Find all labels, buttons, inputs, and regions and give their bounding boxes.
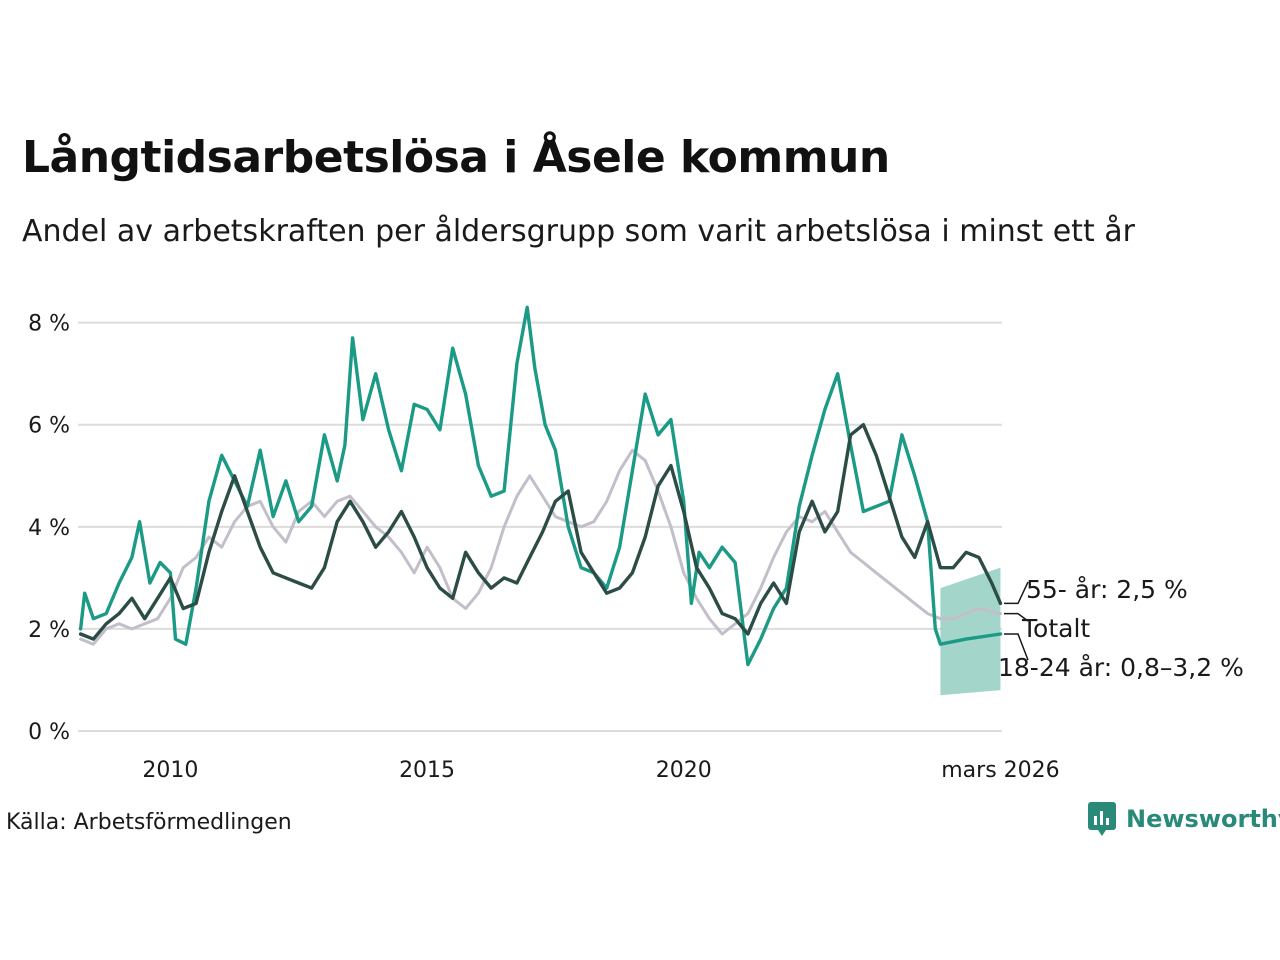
series-label-layer: 55- år: 2,5 % Totalt 18-24 år: 0,8–3,2 % [998,575,1244,682]
x-tick-label: 2010 [142,758,198,783]
series-layer [78,305,1003,667]
chart-title: Långtidsarbetslösa i Åsele kommun [22,132,890,183]
series-label-old: 55- år: 2,5 % [1026,575,1188,604]
chart-subtitle: Andel av arbetskraften per åldersgrupp s… [22,214,1135,249]
series-label-young: 18-24 år: 0,8–3,2 % [998,653,1244,682]
newsworthy-logo-icon [1088,802,1116,836]
brand-name: Newsworthy [1126,805,1280,833]
young-interval-band [940,567,1001,696]
interval-band-layer [940,567,1001,696]
y-tick-label: 0 % [28,720,70,745]
series-line-young [78,305,1003,667]
x-tick-label: 2020 [656,758,712,783]
x-tick-label: mars 2026 [941,758,1059,783]
y-tick-label: 2 % [28,618,70,643]
source-note: Källa: Arbetsförmedlingen [6,810,292,835]
y-tick-label: 6 % [28,414,70,439]
label-leader-young [1004,633,1029,661]
y-tick-label: 8 % [28,312,70,337]
y-tick-label: 4 % [28,516,70,541]
axis-label-layer: 0 % 2 % 4 % 6 % 8 % 2010 2015 2020 mars 2026 [28,312,1060,783]
series-line-total [79,448,1002,646]
x-tick-label: 2015 [399,758,455,783]
label-leader-total [1004,612,1029,622]
brand-logo[interactable]: Newsworthy [1088,802,1280,836]
series-label-total: Totalt [1021,614,1090,643]
label-leader-old [1004,581,1029,605]
series-line-old [78,423,1003,641]
